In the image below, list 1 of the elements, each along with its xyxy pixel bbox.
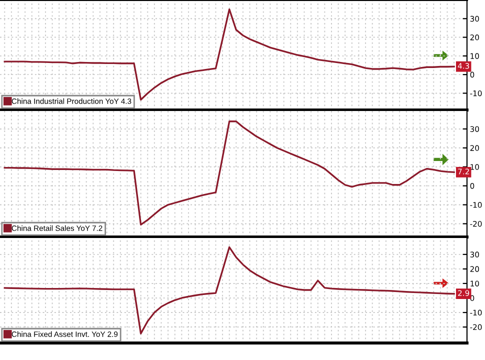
line-series (4, 120, 455, 226)
